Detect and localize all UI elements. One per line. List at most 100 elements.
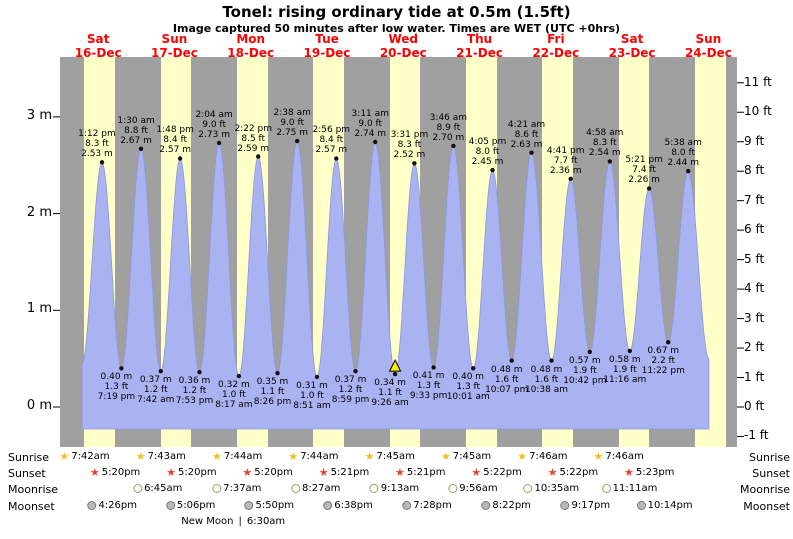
- sunrise-row-label-left: Sunrise: [8, 451, 50, 464]
- day-label: Thu 21-Dec: [456, 32, 503, 61]
- high-tide-label: 5:21 pm 7.4 ft 2.26 m: [625, 155, 663, 186]
- high-tide-label: 1:12 pm 8.3 ft 2.53 m: [78, 129, 116, 160]
- high-tide-label: 4:05 pm 8.0 ft 2.45 m: [468, 137, 507, 168]
- high-tide-label: 2:22 pm 8.5 ft 2.59 m: [234, 123, 272, 154]
- moonrise-time-text: 9:13am: [380, 483, 420, 494]
- page-subtitle: Image captured 50 minutes after low wate…: [172, 22, 621, 35]
- sunset-icon: ★: [471, 466, 482, 479]
- sunset-icon: ★: [395, 466, 405, 479]
- sunset-icon: ★: [547, 466, 558, 479]
- moonrise-row-label-left: Moonrise: [8, 483, 58, 496]
- sunrise-time-text: 7:42am: [71, 451, 110, 462]
- moonrise-time: 7:37am: [212, 483, 261, 494]
- sunset-time-text: 5:20pm: [101, 467, 141, 478]
- feet-tick-label: 0 ft: [744, 399, 765, 413]
- sunset-time-text: 5:21pm: [330, 467, 370, 478]
- day-name: Sun: [695, 32, 722, 46]
- day-name: Sun: [161, 32, 188, 46]
- daylight-band: [618, 57, 650, 447]
- moonset-time-text: 9:17pm: [571, 500, 611, 511]
- feet-tick-label: 9 ft: [744, 133, 765, 148]
- day-name: Wed: [388, 32, 419, 46]
- sunrise-time-text: 7:44am: [300, 451, 339, 462]
- moonset-icon: [244, 501, 254, 510]
- day-name: Mon: [236, 32, 266, 46]
- moonset-time-text: 4:26pm: [98, 500, 137, 511]
- high-tide-label: 1:48 pm 8.4 ft 2.57 m: [156, 125, 194, 156]
- moonset-time: 10:14pm: [636, 500, 693, 511]
- high-tide-label: 4:58 am 8.3 ft 2.54 m: [586, 128, 624, 159]
- moonrise-time-text: 6:45am: [144, 483, 183, 494]
- low-tide-label: 0.67 m 2.2 ft 11:22 pm: [641, 346, 685, 377]
- day-date: 18-Dec: [227, 45, 275, 60]
- daylight-band: [694, 57, 726, 447]
- sunset-icon: ★: [242, 466, 253, 479]
- moonrise-icon: [291, 484, 301, 493]
- sunset-time: ★ 5:22pm: [471, 467, 521, 478]
- sunset-time-text: 5:23pm: [635, 467, 675, 478]
- low-tide-label: 0.37 m 1.2 ft 8:59 pm: [331, 375, 370, 406]
- feet-tick-label: 5 ft: [744, 251, 765, 266]
- day-name: Tue: [315, 32, 339, 46]
- sunrise-time: ★ 7:45am: [365, 451, 415, 462]
- high-tide-label: 1:30 am 8.8 ft 2.67 m: [117, 115, 155, 146]
- high-tide-label: 3:31 pm 8.3 ft 2.52 m: [390, 130, 429, 161]
- moonrise-icon: [523, 484, 533, 493]
- day-date: 24-Dec: [684, 45, 732, 60]
- high-tide-label: 2:04 am 9.0 ft 2.73 m: [195, 110, 233, 140]
- day-date: 22-Dec: [532, 45, 580, 60]
- moonrise-time-text: 10:35am: [534, 483, 580, 494]
- low-tide-label: 0.37 m 1.2 ft 7:42 am: [137, 375, 175, 406]
- feet-tick-label: 1 ft: [744, 369, 765, 384]
- meters-tick-label: 0 m: [26, 398, 52, 413]
- sunrise-icon: ★: [364, 450, 375, 463]
- sunrise-icon: ★: [59, 450, 70, 463]
- sunset-time-text: 5:20pm: [178, 467, 217, 478]
- meters-tick-label: 1 m: [26, 301, 52, 317]
- sunrise-icon: ★: [440, 450, 451, 463]
- moonrise-icon: [212, 484, 222, 493]
- moonset-icon: [323, 501, 333, 510]
- moonset-row-label-right: Moonset: [743, 500, 790, 513]
- low-tide-label: 0.48 m 1.6 ft 10:07 pm: [485, 364, 529, 395]
- low-tide-label: 0.40 m 1.3 ft 10:01 am: [446, 372, 490, 403]
- day-label: Fri 22-Dec: [532, 32, 580, 61]
- day-date: 16-Dec: [74, 45, 122, 60]
- moonset-time-text: 8:22pm: [492, 500, 531, 511]
- day-name: Fri: [547, 32, 565, 46]
- sunrise-icon: ★: [593, 450, 604, 463]
- sunrise-time-text: 7:43am: [147, 451, 186, 462]
- meters-tick-label: 3 m: [26, 107, 52, 123]
- feet-tick-label: 8 ft: [744, 163, 765, 178]
- moonrise-time: 6:45am: [133, 483, 182, 494]
- day-date: 21-Dec: [456, 45, 503, 60]
- moonrise-icon: [601, 484, 611, 493]
- moonrise-time: 10:35am: [523, 483, 579, 494]
- sunrise-icon: ★: [212, 450, 222, 463]
- day-label: Sat 23-Dec: [608, 32, 656, 61]
- page-title: Tonel: rising ordinary tide at 0.5m (1.5…: [222, 3, 571, 21]
- day-date: 23-Dec: [608, 45, 656, 60]
- low-tide-label: 0.35 m 1.1 ft 8:26 pm: [253, 377, 292, 408]
- sunrise-time: ★ 7:46am: [517, 451, 567, 462]
- moonrise-time-text: 11:11am: [612, 483, 658, 494]
- day-label: Sat 16-Dec: [74, 32, 122, 61]
- sunrise-time: ★ 7:46am: [594, 451, 644, 462]
- sunrise-time-text: 7:46am: [529, 451, 568, 462]
- day-date: 20-Dec: [379, 45, 427, 60]
- moonset-time: 9:17pm: [560, 500, 611, 511]
- moonset-icon: [560, 501, 570, 510]
- low-tide-label: 0.40 m 1.3 ft 7:19 pm: [97, 372, 136, 403]
- sunset-time: ★ 5:21pm: [319, 467, 369, 478]
- sunrise-time: ★ 7:45am: [441, 451, 491, 462]
- moonset-time: 5:06pm: [165, 500, 215, 511]
- low-tide-label: 0.48 m 1.6 ft 10:38 am: [524, 364, 569, 395]
- moonset-time-text: 5:50pm: [255, 500, 295, 511]
- day-name: Sat: [86, 32, 110, 46]
- sunset-icon: ★: [318, 466, 329, 479]
- feet-tick-label: 11 ft: [744, 74, 772, 89]
- low-tide-label: 0.34 m 1.1 ft 9:26 am: [371, 378, 409, 409]
- new-moon-label: New Moon: [181, 516, 234, 527]
- feet-tick-label: 10 ft: [744, 104, 772, 119]
